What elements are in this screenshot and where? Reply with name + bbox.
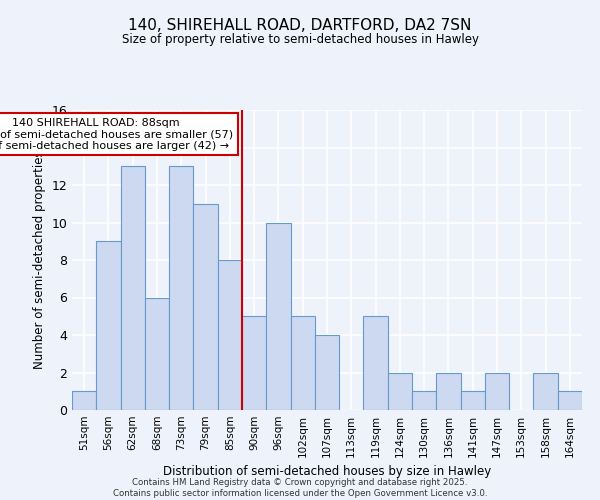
Bar bbox=[242, 316, 266, 410]
Bar bbox=[315, 335, 339, 410]
Text: 140, SHIREHALL ROAD, DARTFORD, DA2 7SN: 140, SHIREHALL ROAD, DARTFORD, DA2 7SN bbox=[128, 18, 472, 32]
Bar bbox=[96, 242, 121, 410]
X-axis label: Distribution of semi-detached houses by size in Hawley: Distribution of semi-detached houses by … bbox=[163, 466, 491, 478]
Y-axis label: Number of semi-detached properties: Number of semi-detached properties bbox=[33, 150, 46, 370]
Bar bbox=[388, 372, 412, 410]
Bar bbox=[266, 222, 290, 410]
Bar bbox=[558, 391, 582, 410]
Text: Size of property relative to semi-detached houses in Hawley: Size of property relative to semi-detach… bbox=[121, 32, 479, 46]
Bar bbox=[290, 316, 315, 410]
Bar bbox=[436, 372, 461, 410]
Bar bbox=[412, 391, 436, 410]
Text: 140 SHIREHALL ROAD: 88sqm
← 58% of semi-detached houses are smaller (57)
42% of : 140 SHIREHALL ROAD: 88sqm ← 58% of semi-… bbox=[0, 118, 233, 150]
Bar bbox=[364, 316, 388, 410]
Bar bbox=[169, 166, 193, 410]
Bar bbox=[121, 166, 145, 410]
Text: Contains HM Land Registry data © Crown copyright and database right 2025.
Contai: Contains HM Land Registry data © Crown c… bbox=[113, 478, 487, 498]
Bar bbox=[533, 372, 558, 410]
Bar bbox=[218, 260, 242, 410]
Bar bbox=[461, 391, 485, 410]
Bar bbox=[485, 372, 509, 410]
Bar bbox=[72, 391, 96, 410]
Bar bbox=[145, 298, 169, 410]
Bar bbox=[193, 204, 218, 410]
